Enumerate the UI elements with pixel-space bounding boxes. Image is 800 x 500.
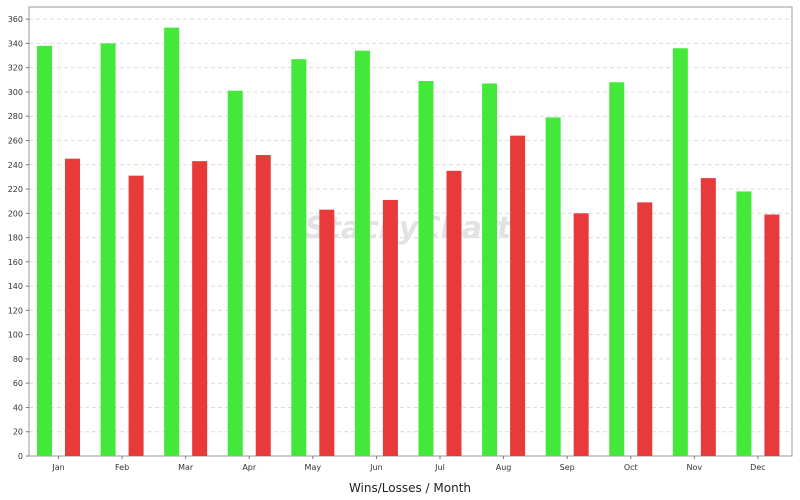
y-tick-label: 260 [8,136,23,145]
x-tick-label-oct: Oct [624,463,638,472]
y-axis-ticks: 0 20 40 60 80 100 120 140 160 180 200 220 240 260 280 3… [8,15,29,461]
x-axis-ticks: Jan Feb Mar Apr May Jun Jul Aug Sep Oct Nov Dec [51,456,766,472]
bar-jun-series-1 [354,50,370,456]
x-tick-label-sep: Sep [560,463,575,472]
bar-dec-series-2 [764,214,780,456]
x-tick-label-dec: Dec [750,463,765,472]
bars [37,27,780,457]
bar-sep-series-1 [545,117,561,456]
x-tick-label-jan: Jan [51,463,64,472]
bar-nov-series-1 [672,48,688,456]
bar-feb-series-1 [100,43,116,457]
x-tick-label-aug: Aug [496,463,512,472]
y-tick-label: 240 [8,161,23,170]
y-tick-label: 100 [8,331,23,340]
plot-area-frame [28,6,793,457]
y-tick-label: 340 [8,39,23,48]
y-tick-label: 40 [13,403,23,412]
bar-aug-series-1 [482,83,498,456]
x-tick-label-apr: Apr [242,463,257,472]
x-tick-label-jul: Jul [434,463,445,472]
y-tick-label: 360 [8,15,23,24]
bar-apr-series-1 [227,90,243,457]
bar-mar-series-2 [192,161,208,456]
y-tick-label: 320 [8,64,23,73]
bar-sep-series-2 [573,213,589,456]
bar-jul-series-2 [446,170,462,456]
y-tick-label: 200 [8,209,23,218]
x-tick-label-mar: Mar [178,463,194,472]
y-tick-label: 140 [8,282,23,291]
bar-dec-series-1 [736,191,752,457]
bar-feb-series-2 [128,175,144,456]
y-tick-label: 220 [8,185,23,194]
bar-may-series-2 [319,209,335,456]
y-tick-label: 180 [8,234,23,243]
watermark: StackyChart [305,211,513,246]
bar-oct-series-2 [637,202,653,456]
y-tick-label: 120 [8,306,23,315]
bar-apr-series-2 [255,155,271,456]
bar-nov-series-2 [700,178,716,456]
x-tick-label-may: May [305,463,322,472]
bar-aug-series-2 [510,135,526,456]
x-tick-label-nov: Nov [687,463,703,472]
bar-jun-series-2 [382,199,398,456]
y-tick-label: 160 [8,258,23,267]
bar-jul-series-1 [418,81,434,456]
x-tick-label-feb: Feb [115,463,129,472]
y-tick-label: 20 [13,428,23,437]
y-tick-label: 60 [13,379,23,388]
y-tick-label: 80 [13,355,23,364]
bar-may-series-1 [291,59,307,456]
y-tick-label: 0 [18,452,23,461]
bar-mar-series-1 [164,27,180,456]
grid-lines [29,18,792,433]
bar-jan-series-2 [65,158,80,456]
x-axis-label: Wins/Losses / Month [349,481,471,495]
bar-jan-series-1 [37,45,52,457]
x-tick-label-jun: Jun [369,463,383,472]
bar-oct-series-1 [609,82,625,456]
y-tick-label: 280 [8,112,23,121]
y-tick-label: 300 [8,88,23,97]
